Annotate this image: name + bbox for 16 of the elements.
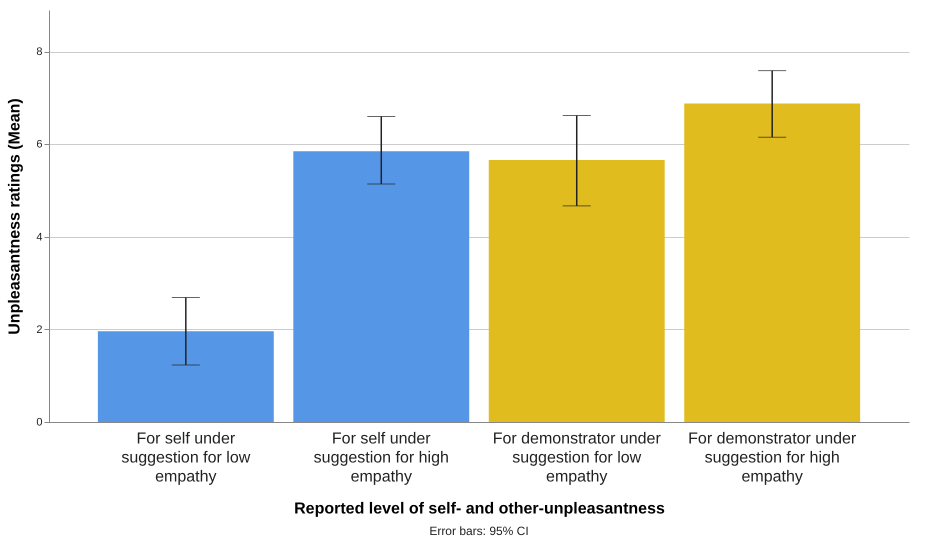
y-tick-label: 8	[36, 46, 42, 58]
x-tick-label: For demonstrator under suggestion for low empathy	[492, 430, 662, 486]
y-axis-title: Unpleasantness ratings (Mean)	[6, 98, 24, 335]
text: Error bars: 95% CI	[429, 524, 529, 538]
bar	[488, 160, 665, 422]
y-tick-label: 2	[36, 324, 42, 336]
y-tick-label: 0	[36, 416, 42, 428]
bar	[98, 331, 274, 422]
x-tick-label: For demonstrator under suggestion for high empathy	[688, 430, 857, 486]
x-axis-title: Reported level of self- and other-unpleasantness	[294, 500, 665, 518]
x-tick-label: For self under suggestion for high empathy	[314, 430, 449, 486]
bar	[684, 104, 860, 422]
y-tick-label: 6	[36, 138, 42, 151]
bar	[293, 151, 470, 422]
y-tick-label: 4	[36, 231, 42, 244]
x-tick-label: For self under suggestion for low empathy	[121, 430, 251, 486]
